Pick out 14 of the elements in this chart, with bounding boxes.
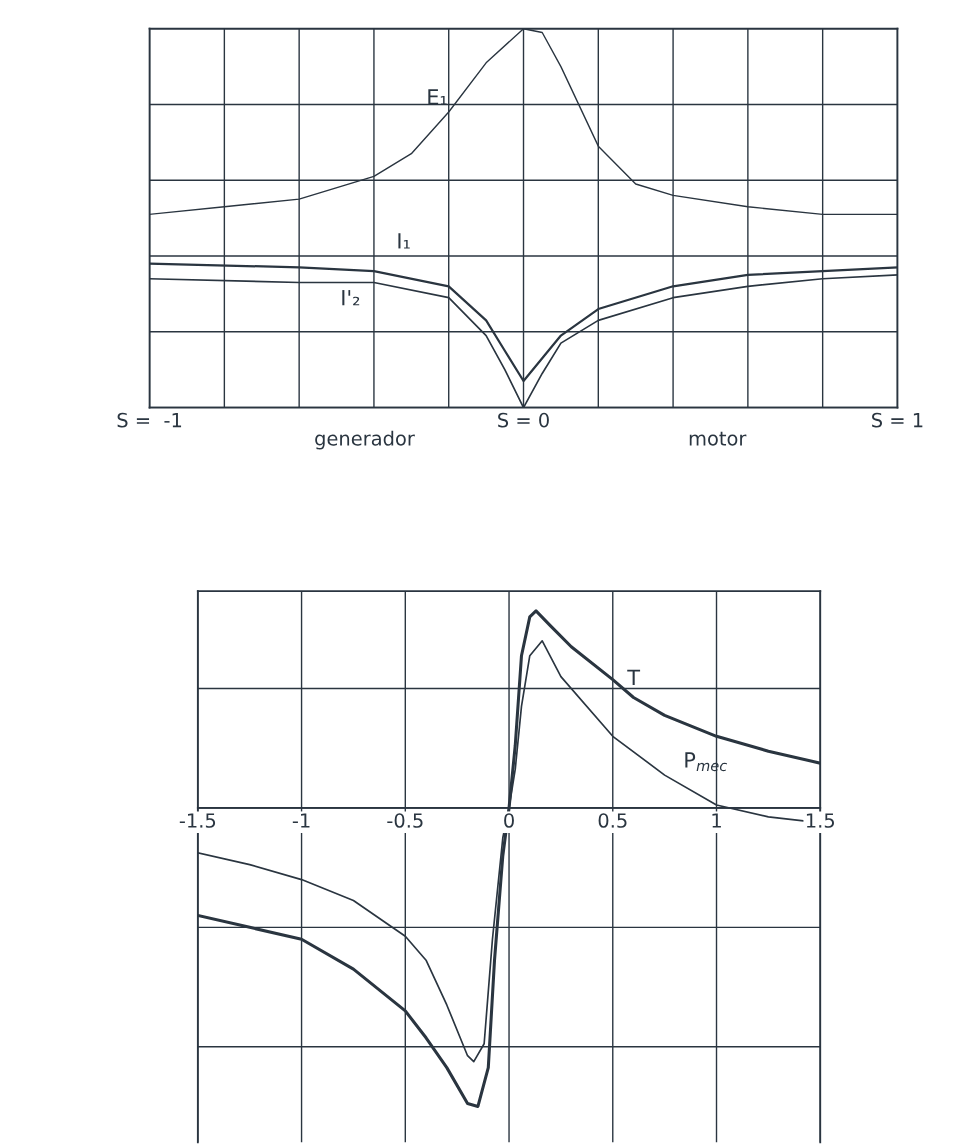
- x-tick-label: S = -1: [117, 412, 182, 428]
- series-label: I₁: [398, 233, 410, 249]
- x-tick-label: S = 0: [498, 412, 549, 428]
- text: motor: [689, 431, 747, 446]
- x-tick-label: 0: [504, 813, 514, 828]
- x-tick-label: -1: [292, 813, 310, 828]
- x-tick-label: -0.5: [387, 813, 423, 828]
- x-tick-label: -1.5: [179, 813, 216, 828]
- series-label: T: [627, 669, 641, 685]
- x-tick-label: 1: [712, 813, 721, 828]
- text: generador: [315, 430, 415, 450]
- x-tick-label: 0.5: [598, 813, 627, 828]
- x-tick-label: S = 1: [872, 412, 923, 428]
- series-label: I'₂: [342, 290, 360, 306]
